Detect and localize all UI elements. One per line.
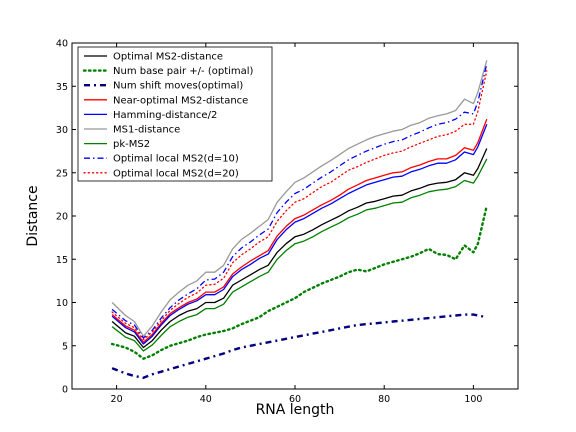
series-line-9 <box>111 70 488 341</box>
legend-label: Hamming-distance/2 <box>113 110 217 121</box>
legend-box <box>77 46 273 182</box>
x-tick-label: 60 <box>289 394 301 405</box>
y-tick-label: 40 <box>56 39 68 50</box>
series-line-7 <box>111 158 488 352</box>
x-tick-label: 80 <box>378 394 390 405</box>
y-tick-label: 15 <box>56 255 68 266</box>
y-tick-label: 30 <box>56 125 68 136</box>
series-line-5 <box>111 124 488 345</box>
series-line-6 <box>111 60 488 337</box>
legend-label: Optimal local MS2(d=10) <box>113 154 239 165</box>
y-tick-label: 0 <box>62 385 68 396</box>
axis-ticks: 20 40 60 80 100 0 5 10 15 20 25 30 35 40 <box>56 39 518 405</box>
legend-label: Num base pair +/- (optimal) <box>113 66 254 77</box>
legend-label: pk-MS2 <box>113 139 150 150</box>
y-tick-label: 5 <box>62 341 68 352</box>
series-line-4 <box>111 118 488 343</box>
series-line-3 <box>111 313 488 379</box>
x-axis-title: RNA length <box>256 402 335 418</box>
series-line-1 <box>111 148 488 349</box>
y-tick-label: 20 <box>56 212 68 223</box>
legend-label: MS1-distance <box>113 125 180 136</box>
series-line-8 <box>111 63 488 339</box>
series-lines <box>110 60 488 379</box>
legend: Optimal MS2-distance Num base pair +/- (o… <box>77 46 273 182</box>
x-tick-label: 20 <box>111 394 123 405</box>
x-tick-label: 40 <box>200 394 212 405</box>
legend-label: Optimal local MS2(d=20) <box>113 168 239 179</box>
y-tick-label: 35 <box>56 82 68 93</box>
y-axis-title: Distance <box>25 185 41 246</box>
legend-label: Optimal MS2-distance <box>113 52 223 63</box>
legend-label: Near-optimal MS2-distance <box>113 95 248 106</box>
legend-label: Num shift moves(optimal) <box>113 81 243 92</box>
y-tick-label: 25 <box>56 168 68 179</box>
series-line-2 <box>110 204 488 360</box>
x-tick-label: 100 <box>464 394 482 405</box>
y-tick-label: 10 <box>56 298 68 309</box>
